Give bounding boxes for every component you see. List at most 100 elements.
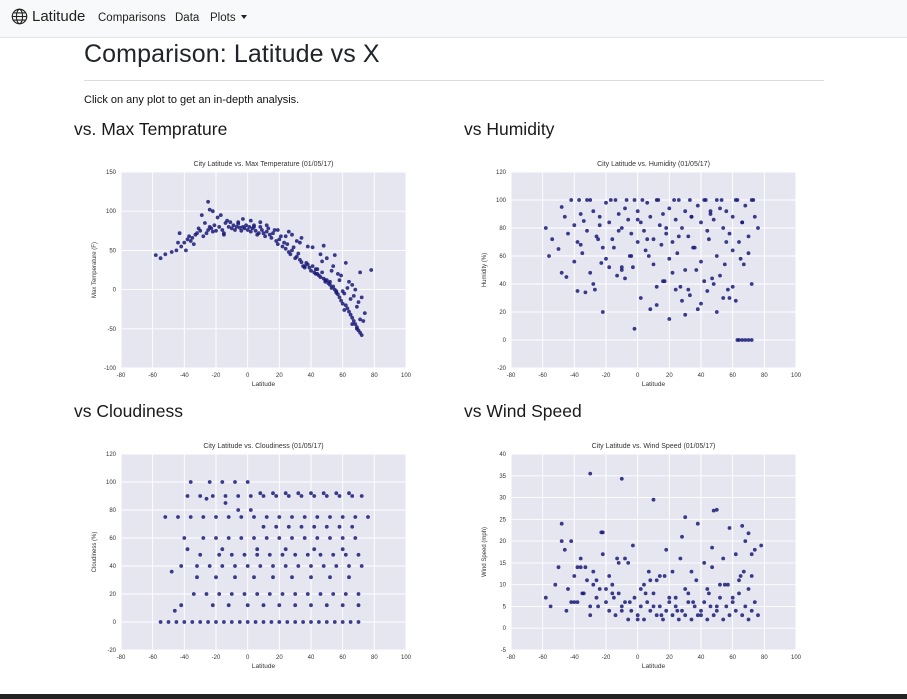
data-point (187, 234, 191, 239)
y-tick-label: 120 (106, 452, 117, 458)
data-point (245, 228, 250, 232)
data-point (695, 203, 700, 208)
data-point (283, 547, 288, 552)
heading-humidity: vs Humidity (464, 119, 555, 139)
data-point (699, 608, 703, 613)
data-point (752, 214, 757, 219)
data-point (264, 229, 269, 234)
data-point (711, 508, 716, 513)
data-point (759, 543, 764, 548)
data-point (631, 265, 635, 270)
data-point (255, 552, 260, 557)
data-point (358, 317, 362, 322)
data-point (746, 617, 751, 622)
data-point (293, 592, 298, 596)
data-point (616, 212, 621, 216)
data-point (340, 301, 345, 306)
data-point (339, 298, 343, 303)
nav-dropdown-plots[interactable]: Plots (210, 12, 247, 24)
data-point (727, 526, 732, 530)
data-point (564, 608, 569, 613)
nav-link-comparisons[interactable]: Comparisons (98, 12, 166, 24)
data-point (548, 604, 553, 609)
plot-area (121, 454, 406, 650)
data-point (285, 242, 290, 246)
data-point (675, 608, 680, 613)
data-point (572, 600, 577, 604)
y-tick-label: 100 (496, 198, 507, 204)
data-point (283, 491, 288, 496)
data-point (328, 536, 332, 540)
data-point (332, 620, 337, 624)
data-point (699, 613, 703, 618)
data-point (705, 228, 710, 233)
y-tick-label: 40 (109, 564, 116, 570)
data-point (619, 604, 624, 609)
data-point (662, 574, 667, 578)
data-point (201, 515, 206, 519)
data-point (328, 279, 332, 284)
y-tick-label: 30 (499, 496, 506, 502)
data-point (718, 273, 722, 278)
nav-link-data[interactable]: Data (175, 12, 200, 24)
data-point (277, 620, 282, 624)
plot-humidity[interactable]: -80 -60 -40 -20 0 20 40 60 80 100 -20 0 20 40 60 80 100 1… (470, 152, 810, 390)
data-point (277, 536, 282, 540)
data-point (305, 552, 310, 557)
x-tick-label: 0 (246, 655, 250, 661)
data-point (635, 613, 640, 618)
data-point (234, 225, 239, 229)
data-point (730, 248, 735, 253)
data-point (746, 251, 751, 256)
data-point (236, 508, 241, 512)
x-tick-label: 100 (791, 373, 802, 379)
data-point (324, 620, 329, 624)
data-point (366, 515, 370, 519)
data-point (359, 564, 364, 568)
data-point (607, 574, 612, 578)
data-point (575, 289, 580, 293)
y-tick-label: 150 (106, 170, 117, 176)
data-point (204, 592, 209, 596)
data-point (334, 564, 339, 568)
x-tick-label: 0 (636, 655, 640, 661)
data-point (328, 515, 332, 519)
data-point (214, 228, 218, 233)
data-point (619, 226, 624, 230)
plot-wind-speed[interactable]: -80 -60 -40 -20 0 20 40 60 80 100 -5 0 5 10 15 20 25 30 35… (470, 434, 810, 672)
data-point (559, 205, 564, 209)
data-point (676, 198, 681, 202)
data-point (708, 604, 713, 609)
data-point (288, 252, 293, 257)
data-point (347, 564, 351, 568)
data-point (654, 284, 659, 289)
x-tick-label: -80 (117, 373, 126, 379)
data-point (210, 229, 215, 234)
plot-cloudiness[interactable]: -80 -60 -40 -20 0 20 40 60 80 100 -20 0 20 40 60 80 100 1… (80, 434, 420, 672)
data-point (635, 240, 640, 244)
data-point (328, 575, 332, 580)
brand-link[interactable]: Latitude (11, 8, 85, 25)
data-point (556, 247, 561, 251)
x-tick-label: 60 (729, 655, 736, 661)
data-point (176, 240, 180, 245)
data-point (661, 212, 665, 216)
data-point (312, 494, 317, 498)
data-point (301, 620, 305, 624)
plot-max-temperature[interactable]: -80 -60 -40 -20 0 20 40 60 80 100 -100 -50 0 50 100 150… (80, 152, 420, 390)
data-point (315, 272, 320, 276)
data-point (356, 603, 361, 608)
data-point (345, 286, 350, 290)
data-point (615, 273, 619, 278)
data-point (206, 620, 210, 624)
data-point (188, 239, 193, 243)
data-point (222, 620, 226, 624)
data-point (210, 603, 215, 608)
data-point (569, 198, 574, 202)
data-point (707, 237, 711, 242)
data-point (348, 312, 353, 317)
data-points (543, 198, 760, 342)
data-point (359, 494, 364, 498)
data-point (217, 552, 222, 557)
data-point (229, 226, 234, 231)
